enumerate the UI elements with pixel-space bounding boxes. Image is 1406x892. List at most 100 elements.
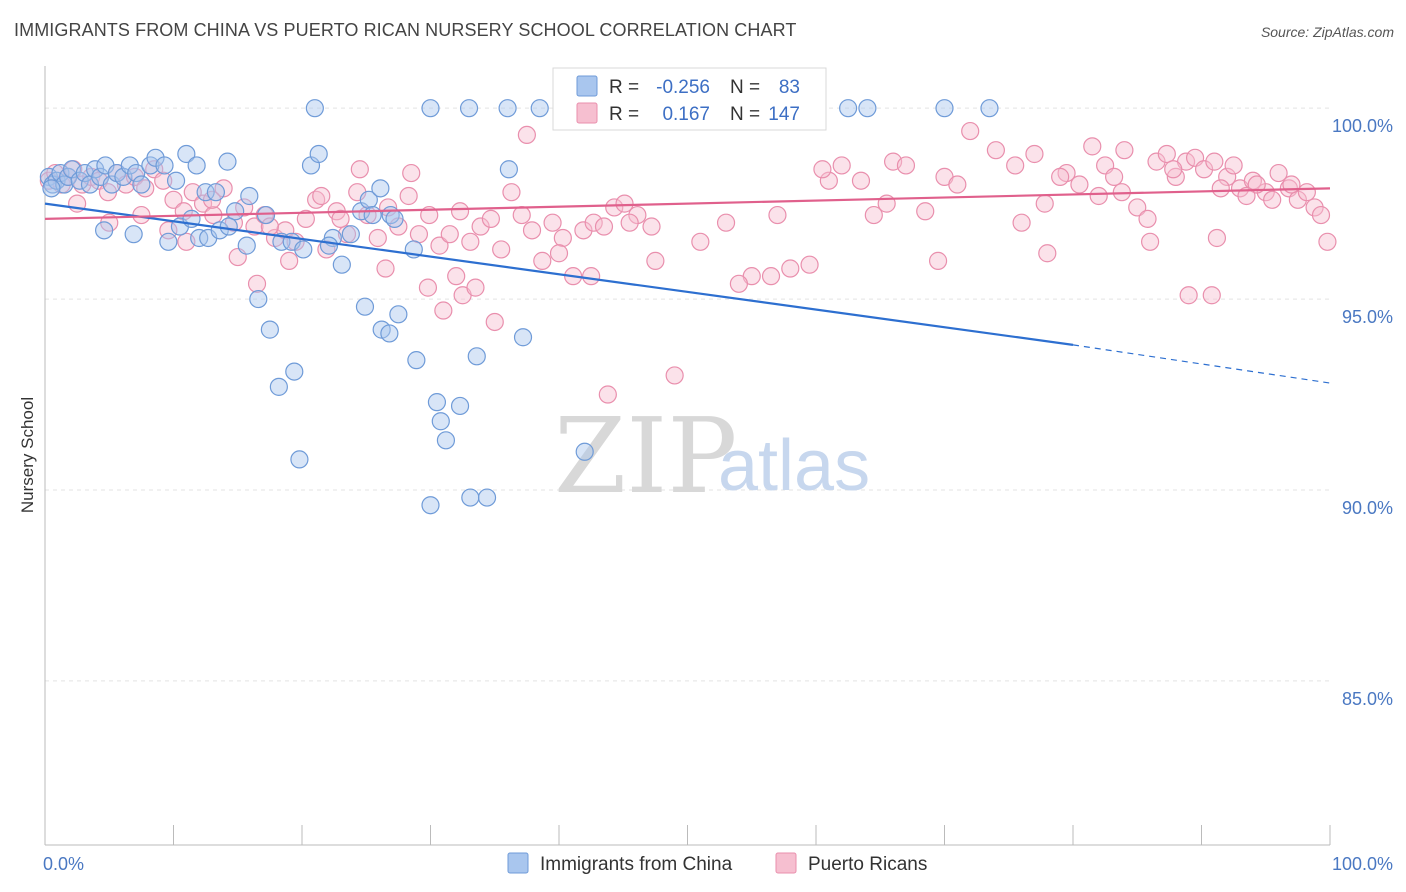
- point-china-88: [935, 99, 954, 118]
- point-puerto-99: [1305, 198, 1324, 217]
- legend-label-china: Immigrants from China: [540, 854, 733, 875]
- point-puerto-125: [447, 267, 466, 286]
- axes: [44, 66, 1331, 846]
- point-puerto-107: [1263, 190, 1282, 209]
- point-china-25: [187, 156, 206, 175]
- point-puerto-67: [851, 171, 871, 190]
- point-china-17: [120, 156, 139, 175]
- point-puerto-117: [280, 251, 299, 270]
- watermark-zip: ZIP: [554, 395, 737, 517]
- point-china-43: [219, 217, 238, 236]
- point-puerto-53: [553, 228, 572, 248]
- point-puerto-103: [1179, 286, 1198, 305]
- point-china-71: [450, 396, 470, 416]
- point-puerto-138: [768, 205, 787, 225]
- point-china-37: [159, 232, 178, 251]
- stats-r-value-puerto: 0.167: [662, 104, 710, 125]
- point-puerto-49: [512, 205, 531, 225]
- stats-box: R = -0.256 N = 83 R = 0.167 N = 147: [552, 67, 827, 131]
- point-china-34: [294, 240, 313, 259]
- point-puerto-50: [522, 221, 542, 240]
- point-puerto-95: [1269, 163, 1288, 183]
- point-puerto-17: [183, 183, 202, 202]
- point-puerto-39: [409, 225, 429, 244]
- point-china-26: [196, 183, 215, 202]
- point-puerto-84: [1147, 152, 1166, 171]
- stats-n-value-china: 83: [779, 77, 800, 98]
- point-puerto-89: [1194, 160, 1214, 179]
- point-puerto-118: [312, 186, 331, 206]
- y-axis-label: Nursery School: [18, 397, 37, 513]
- point-china-55: [341, 225, 360, 244]
- point-puerto-120: [350, 160, 369, 179]
- point-puerto-65: [781, 259, 800, 278]
- point-china-68: [427, 393, 447, 412]
- point-puerto-149: [1051, 167, 1070, 186]
- trend-line-1: [44, 187, 1331, 220]
- point-china-59: [371, 179, 390, 198]
- point-puerto-73: [1006, 156, 1025, 175]
- point-puerto-81: [1115, 141, 1134, 160]
- point-puerto-46: [481, 209, 500, 228]
- point-puerto-134: [646, 251, 665, 270]
- point-puerto-137: [729, 274, 749, 293]
- point-puerto-69: [916, 202, 935, 221]
- point-china-9: [75, 163, 94, 183]
- point-puerto-52: [543, 213, 562, 232]
- x-tick-labels: 0.0% 100.0%: [43, 854, 1393, 874]
- point-china-29: [226, 202, 245, 221]
- point-puerto-102: [1207, 228, 1227, 248]
- point-china-44: [237, 236, 256, 255]
- x-tick-label-0: 0.0%: [43, 854, 84, 874]
- point-china-61: [385, 209, 404, 228]
- point-puerto-66: [819, 171, 838, 190]
- point-china-66: [407, 351, 426, 370]
- point-china-53: [319, 236, 339, 255]
- chart-title: IMMIGRANTS FROM CHINA VS PUERTO RICAN NU…: [14, 20, 797, 40]
- point-puerto-142: [864, 205, 883, 225]
- point-china-5: [42, 179, 61, 198]
- stats-n-label-china: N =: [730, 77, 760, 98]
- point-puerto-74: [1025, 144, 1044, 164]
- point-puerto-83: [1138, 209, 1157, 228]
- point-puerto-18: [193, 194, 213, 213]
- point-puerto-150: [1089, 186, 1108, 206]
- point-china-69: [431, 412, 450, 431]
- point-puerto-127: [466, 278, 485, 297]
- point-puerto-72: [986, 141, 1006, 160]
- point-puerto-101: [1318, 232, 1337, 251]
- point-puerto-78: [1083, 137, 1102, 156]
- point-china-77: [513, 328, 533, 347]
- point-china-51: [309, 144, 328, 164]
- point-china-35: [95, 221, 114, 240]
- point-china-18: [127, 163, 146, 183]
- point-puerto-152: [1140, 232, 1160, 251]
- stats-swatch-china: [576, 75, 598, 97]
- point-puerto-55: [574, 221, 593, 240]
- point-puerto-80: [1105, 167, 1124, 186]
- point-puerto-15: [164, 190, 183, 209]
- point-china-28: [218, 152, 237, 171]
- point-puerto-132: [598, 385, 617, 404]
- trend-lines: [44, 187, 1331, 384]
- point-china-64: [380, 324, 399, 343]
- point-china-79: [305, 99, 324, 118]
- point-puerto-47: [492, 240, 511, 259]
- stats-r-label-puerto: R =: [609, 104, 639, 125]
- y-tick-label-0: 100.0%: [1332, 116, 1393, 136]
- point-puerto-43: [450, 202, 470, 221]
- point-puerto-62: [665, 366, 684, 385]
- point-puerto-155: [1237, 186, 1256, 206]
- point-puerto-148: [1035, 194, 1054, 213]
- point-puerto-122: [402, 163, 421, 183]
- point-puerto-82: [1128, 198, 1147, 217]
- point-puerto-135: [691, 232, 710, 251]
- point-puerto-144: [896, 156, 916, 175]
- point-puerto-57: [594, 217, 614, 236]
- point-puerto-51: [533, 251, 552, 270]
- point-puerto-130: [549, 244, 569, 263]
- point-puerto-32: [337, 225, 357, 244]
- point-china-58: [363, 205, 382, 225]
- point-puerto-56: [584, 213, 603, 232]
- point-puerto-85: [1157, 144, 1176, 164]
